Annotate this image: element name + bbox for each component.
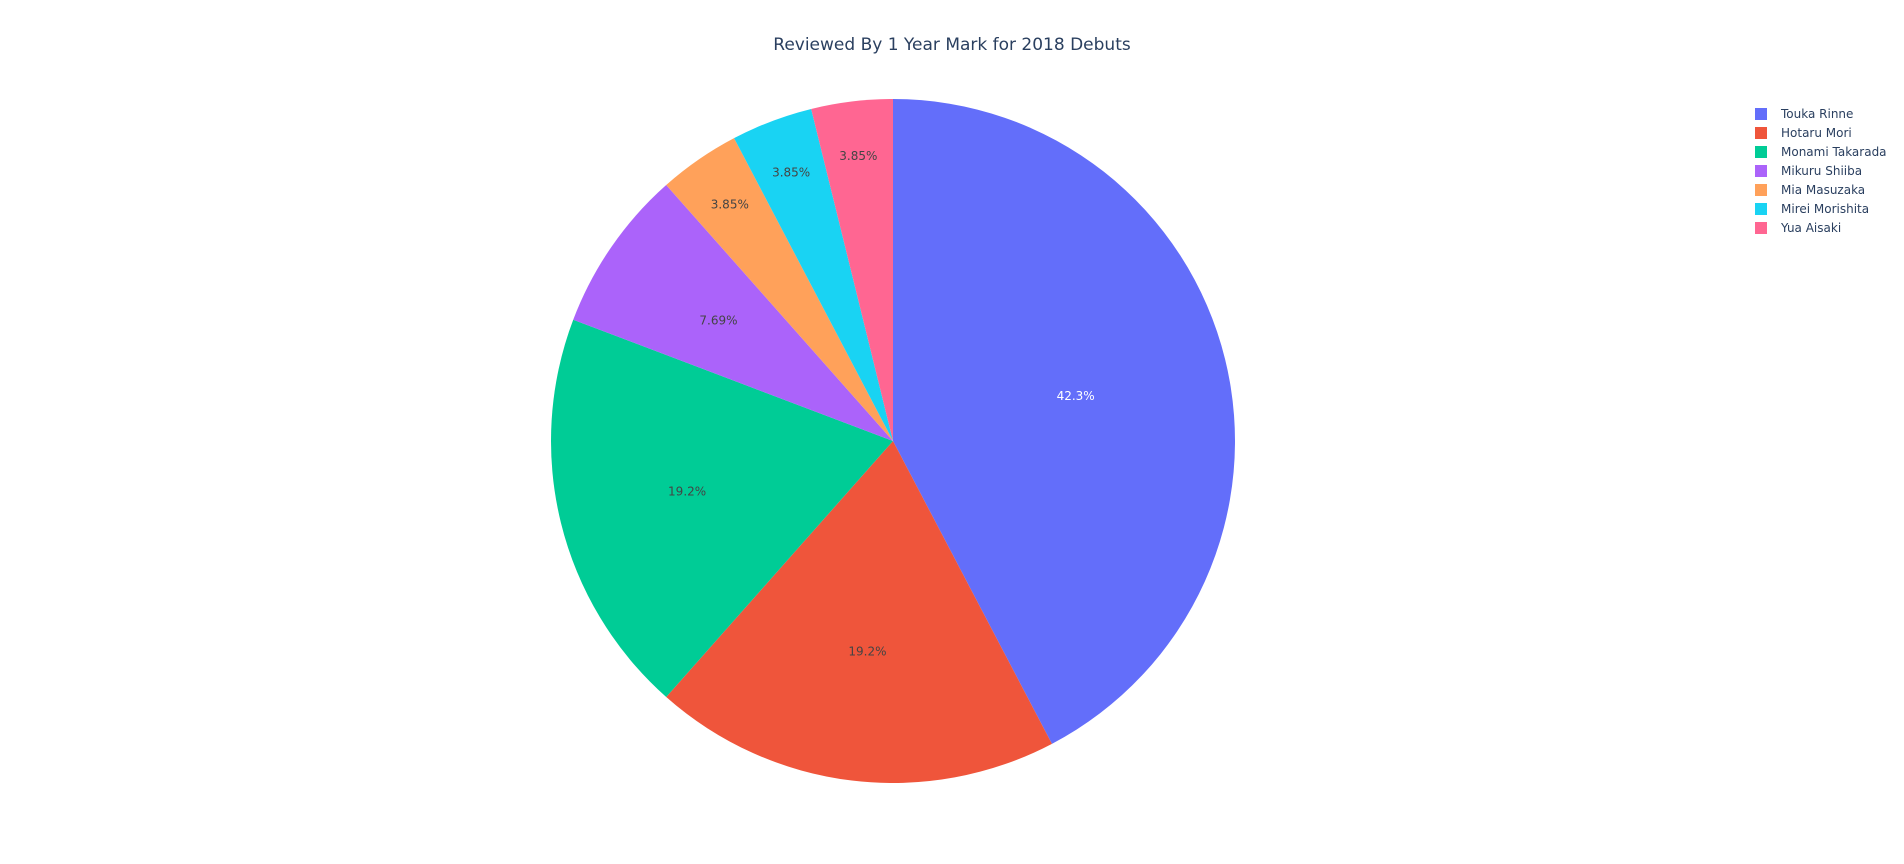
pie-slice-hotaru-mori[interactable] (666, 441, 1052, 784)
legend-item-mirei-morishita[interactable]: Mirei Morishita (1755, 202, 1869, 216)
slice-percent-label-touka-rinne: 42.3% (1057, 389, 1095, 403)
legend-swatch-yua-aisaki (1755, 222, 1767, 234)
chart-title: Reviewed By 1 Year Mark for 2018 Debuts (773, 35, 1131, 55)
slice-percent-label-mirei-morishita: 3.85% (772, 165, 810, 179)
legend-swatch-touka-rinne (1755, 108, 1767, 120)
legend-item-mikuru-shiiba[interactable]: Mikuru Shiiba (1755, 164, 1862, 178)
pie-slice-labels: 42.3% 19.2% 19.2% 7.69% 3.85% 3.85% 3.85% (668, 149, 1095, 659)
legend-label-touka-rinne: Touka Rinne (1780, 107, 1853, 121)
slice-percent-label-mia-masuzaka: 3.85% (711, 198, 749, 212)
pie-slices (551, 99, 1235, 784)
pie-slice-mikuru-shiiba[interactable] (573, 185, 893, 441)
pie-slice-touka-rinne[interactable] (893, 99, 1235, 744)
pie-slice-yua-aisaki[interactable] (811, 99, 893, 441)
legend-label-hotaru-mori: Hotaru Mori (1781, 126, 1852, 140)
legend-swatch-mikuru-shiiba (1755, 165, 1767, 177)
legend-label-mikuru-shiiba: Mikuru Shiiba (1781, 164, 1862, 178)
slice-percent-label-yua-aisaki: 3.85% (839, 149, 877, 163)
legend-label-mia-masuzaka: Mia Masuzaka (1781, 183, 1865, 197)
legend-swatch-hotaru-mori (1755, 127, 1767, 139)
legend-swatch-monami-takarada (1755, 146, 1767, 158)
legend-item-mia-masuzaka[interactable]: Mia Masuzaka (1755, 183, 1865, 197)
slice-percent-label-monami-takarada: 19.2% (668, 485, 706, 499)
pie-slice-monami-takarada[interactable] (551, 319, 893, 697)
legend-swatch-mirei-morishita (1755, 203, 1767, 215)
pie-slice-mia-masuzaka[interactable] (666, 138, 893, 441)
legend-swatch-mia-masuzaka (1755, 184, 1767, 196)
legend-label-monami-takarada: Monami Takarada (1781, 145, 1887, 159)
legend-item-hotaru-mori[interactable]: Hotaru Mori (1755, 126, 1852, 140)
slice-percent-label-mikuru-shiiba: 7.69% (699, 314, 737, 328)
legend: Touka Rinne Hotaru Mori Monami Takarada Mik… (1755, 107, 1887, 235)
legend-item-yua-aisaki[interactable]: Yua Aisaki (1755, 221, 1841, 235)
legend-label-mirei-morishita: Mirei Morishita (1781, 202, 1869, 216)
legend-item-monami-takarada[interactable]: Monami Takarada (1755, 145, 1887, 159)
slice-percent-label-hotaru-mori: 19.2% (848, 644, 886, 658)
legend-label-yua-aisaki: Yua Aisaki (1780, 221, 1841, 235)
legend-item-touka-rinne[interactable]: Touka Rinne (1755, 107, 1853, 121)
pie-slice-mirei-morishita[interactable] (734, 108, 893, 441)
